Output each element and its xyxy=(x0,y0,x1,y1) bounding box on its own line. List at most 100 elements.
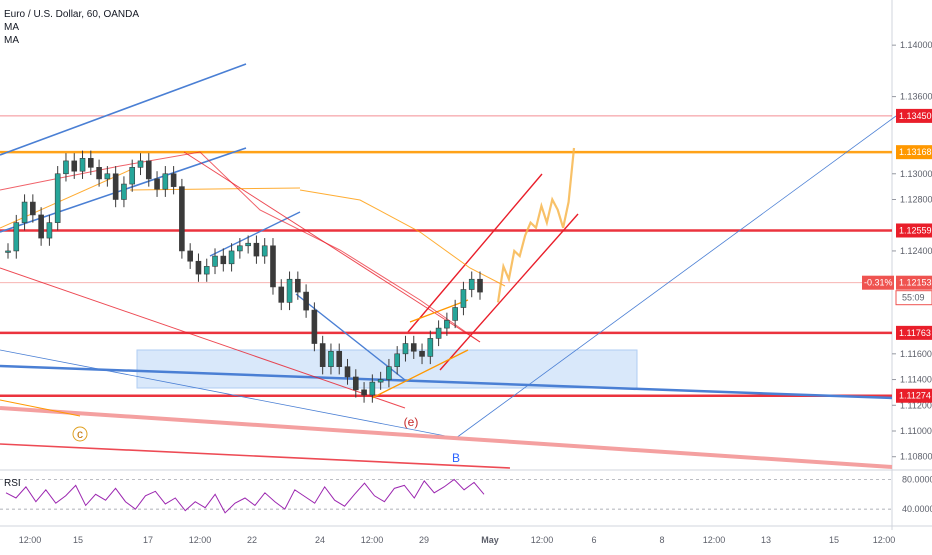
price-tick-label: 1.13600 xyxy=(900,92,932,102)
demand-zone-box xyxy=(136,349,638,389)
candle-body xyxy=(195,260,202,275)
candle-body xyxy=(88,158,94,168)
candle-body xyxy=(237,245,243,252)
price-tick-label: 1.11600 xyxy=(900,349,932,359)
rising-channel-upper xyxy=(407,173,543,333)
candle-body xyxy=(54,173,61,223)
price-tick-label: 1.13000 xyxy=(900,169,932,179)
candle-body xyxy=(444,320,450,329)
change-pct-tag xyxy=(862,275,894,290)
price-tag xyxy=(896,108,932,123)
wave-label-c: c xyxy=(77,427,83,441)
candle-body xyxy=(460,289,467,308)
candle-body xyxy=(361,389,367,396)
rsi-line xyxy=(5,478,485,514)
time-tick-label: 22 xyxy=(247,535,257,545)
thin-blue-line xyxy=(0,349,457,439)
change-pct-label: -0.31% xyxy=(864,278,893,288)
candle-body xyxy=(386,366,392,380)
time-tick-label: 15 xyxy=(73,535,83,545)
orange-wave-c-line xyxy=(0,399,81,417)
countdown-tag xyxy=(895,290,932,306)
price-tick-label: 1.12800 xyxy=(900,194,932,204)
pink-trend-line xyxy=(0,406,893,469)
candle-body xyxy=(203,266,210,275)
candle-body xyxy=(270,245,276,288)
candle-body xyxy=(30,201,36,216)
price-tag-label: 1.12153 xyxy=(899,278,932,288)
candle-body xyxy=(336,350,343,367)
candle-body xyxy=(5,250,11,253)
ma-indicator-2[interactable]: MA xyxy=(4,35,19,46)
wedge-orange-lower xyxy=(409,299,469,323)
ma-indicator-1[interactable]: MA xyxy=(4,22,19,33)
candle-body xyxy=(137,160,144,168)
candle-body xyxy=(121,183,127,200)
price-tag xyxy=(896,145,932,160)
time-tick-label: 13 xyxy=(761,535,771,545)
countdown-label: 55:09 xyxy=(902,293,925,303)
time-tick-label: 6 xyxy=(591,535,596,545)
time-tick-label: 12:00 xyxy=(361,535,384,545)
price-tick-label: 1.10800 xyxy=(900,452,932,462)
flag-lower-line xyxy=(209,211,301,257)
time-tick-label: 29 xyxy=(419,535,429,545)
time-tick-label: 12:00 xyxy=(189,535,212,545)
candle-body xyxy=(154,178,160,190)
projected-price-path xyxy=(496,147,576,303)
candle-body xyxy=(63,160,69,175)
candle-body xyxy=(96,167,102,180)
candle-body xyxy=(328,350,334,367)
candle-body xyxy=(170,173,177,187)
candle-body xyxy=(245,242,251,247)
time-tick-label: May xyxy=(481,535,499,545)
candle-body xyxy=(145,160,152,180)
price-tag-label: 1.12559 xyxy=(899,225,932,235)
symbol-title: Euro / U.S. Dollar, 60, OANDA xyxy=(4,9,140,20)
candle-body xyxy=(46,222,53,239)
candle-body xyxy=(38,214,44,239)
red-lower-line xyxy=(0,443,511,469)
price-tick-label: 1.11000 xyxy=(900,426,932,436)
ma-red-curve xyxy=(0,151,481,343)
candle-body xyxy=(129,167,136,185)
price-tick-label: 1.12400 xyxy=(900,246,932,256)
candle-body xyxy=(71,160,78,172)
candle-body xyxy=(394,353,400,367)
ma-orange-2 xyxy=(129,187,301,191)
candle-body xyxy=(303,291,309,311)
time-tick-label: 12:00 xyxy=(703,535,726,545)
thin-blue-rising-line xyxy=(455,115,897,439)
candle-body xyxy=(402,343,409,355)
time-tick-label: 12:00 xyxy=(873,535,896,545)
wedge-orange-upper xyxy=(371,349,469,399)
candle-body xyxy=(377,379,384,383)
price-tag-label: 1.11274 xyxy=(899,391,931,401)
candle-body xyxy=(468,278,475,290)
time-tick-label: 12:00 xyxy=(19,535,42,545)
time-tick-label: 17 xyxy=(143,535,153,545)
candle-body xyxy=(179,186,185,252)
candle-body xyxy=(369,381,376,396)
long-trendline xyxy=(0,364,893,400)
candle-body xyxy=(162,173,169,190)
wave-label-c-circle xyxy=(72,426,88,442)
candle-body xyxy=(79,158,86,172)
candle-body xyxy=(427,338,434,357)
rsi-indicator-label[interactable]: RSI xyxy=(4,478,21,489)
candle-body xyxy=(477,278,483,293)
candle-body xyxy=(452,307,458,321)
price-tick-label: 1.11200 xyxy=(900,400,932,410)
candle-body xyxy=(286,278,293,303)
price-tag xyxy=(896,325,932,340)
candle-body xyxy=(212,255,218,267)
ma-orange-1 xyxy=(0,169,131,229)
candle-body xyxy=(21,201,28,223)
time-tick-label: 8 xyxy=(659,535,664,545)
red-descending-line xyxy=(0,267,406,409)
price-tag xyxy=(896,223,932,238)
candle-body xyxy=(261,245,268,257)
candle-body xyxy=(344,366,351,378)
